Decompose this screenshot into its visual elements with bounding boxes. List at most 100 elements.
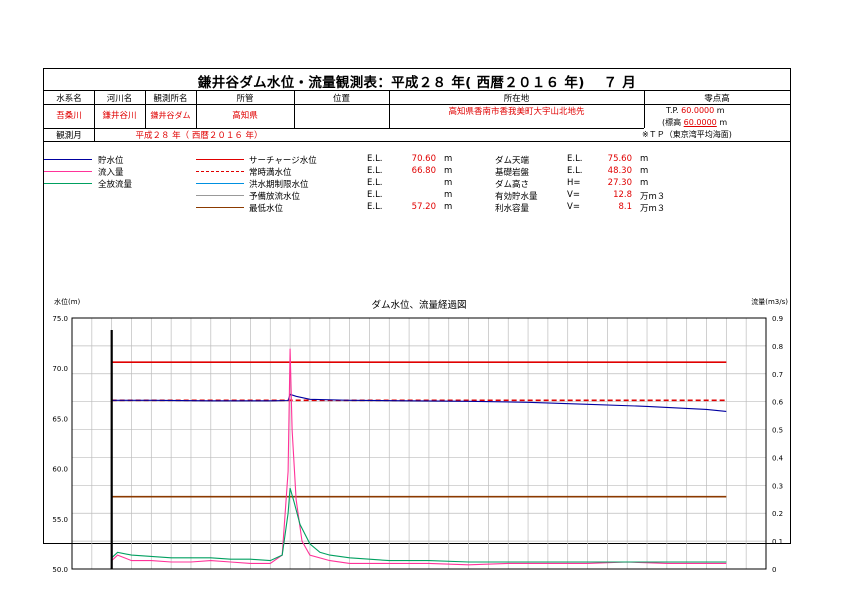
y-right-tick-label: 0.9 (772, 315, 783, 323)
legend-prefix: E.L. (367, 166, 383, 176)
legend-value: 66.80 (411, 166, 436, 176)
spec-prefix: V= (567, 190, 580, 200)
y-right-tick-label: 0.1 (772, 538, 783, 546)
tp-note: ※ＴＰ（東京湾平均海面) (642, 130, 732, 139)
legend-label: 貯水位 (98, 156, 124, 166)
benchmark-elev-row: (標高 60.0000 m (662, 117, 727, 128)
label-station: 観測所名 (153, 94, 188, 104)
plot-frame (71, 317, 767, 570)
observation-sheet: 鎌井谷ダム水位・流量観測表：平成２８ 年( 西暦２０１６ 年) ７ 月 水系名 … (43, 68, 791, 572)
legend-swatch (196, 159, 244, 160)
legend-swatch (196, 171, 244, 172)
spec-label: 基礎岩盤 (495, 168, 530, 178)
y-right-tick-label: 0.5 (772, 427, 783, 435)
legend-swatch (196, 183, 244, 184)
header-col-line (94, 90, 95, 128)
y-axis-right-label: 流量(m3/s) (751, 297, 788, 306)
benchmark-tp-value: 60.0000 (681, 106, 715, 115)
legend-swatch (44, 183, 92, 184)
label-address: 所在地 (503, 94, 530, 104)
y-right-tick-label: 0.7 (772, 371, 783, 379)
header-col-line (644, 90, 645, 128)
y-right-tick-label: 0.6 (772, 399, 784, 407)
y-left-tick-label: 55.0 (52, 516, 68, 524)
header-col-line (196, 90, 197, 128)
value-jurisdiction: 高知県 (232, 111, 258, 121)
legend-prefix: E.L. (367, 178, 383, 188)
page-title: 鎌井谷ダム水位・流量観測表：平成２８ 年( 西暦２０１６ 年) ７ 月 (197, 75, 637, 91)
header-rule-low (44, 128, 644, 129)
label-river-system: 水系名 (56, 94, 82, 104)
spec-value: 12.8 (613, 190, 632, 200)
header-rule-mid (44, 104, 790, 105)
value-station: 鎌井谷ダム (150, 111, 191, 120)
label-jurisdiction: 所管 (236, 94, 254, 104)
legend-swatch (196, 207, 244, 208)
spec-prefix: H= (567, 178, 581, 188)
benchmark-tp-row: T.P. 60.0000 m (666, 106, 725, 115)
y-left-tick-label: 65.0 (52, 415, 68, 423)
y-left-tick-label: 60.0 (52, 466, 68, 474)
spec-value: 48.30 (607, 166, 632, 176)
y-left-tick-label: 75.0 (52, 315, 68, 323)
value-river: 鎌井谷川 (102, 111, 137, 121)
label-benchmark: 零点高 (704, 94, 730, 104)
spec-value: 27.30 (607, 178, 632, 188)
y-right-tick-label: 0.3 (772, 482, 783, 490)
label-location: 位置 (332, 94, 350, 104)
benchmark-elev-value: 60.0000 (683, 118, 717, 127)
spec-unit: m (640, 154, 649, 164)
legend-label: 流入量 (98, 168, 124, 178)
y-left-tick-label: 70.0 (52, 365, 68, 373)
series-line (111, 487, 727, 563)
legend-swatch (44, 171, 92, 172)
spec-prefix: V= (567, 202, 580, 212)
legend-label: 常時満水位 (249, 168, 292, 178)
legend-label: 最低水位 (249, 204, 284, 214)
legend-label: 洪水期制限水位 (249, 180, 309, 190)
spec-value: 8.1 (618, 202, 632, 212)
legend-prefix: E.L. (367, 154, 383, 164)
label-obs-date: 観測月 (56, 131, 82, 141)
series-line (111, 348, 727, 566)
benchmark-elev-unit: m (719, 118, 728, 127)
value-river-system: 吾桑川 (56, 111, 82, 121)
spec-unit: m (640, 166, 649, 176)
header-col-line (145, 90, 146, 128)
spec-unit: 万m３ (640, 204, 666, 214)
legend-swatch (44, 159, 92, 160)
y-left-tick-label: 50.0 (52, 566, 68, 572)
benchmark-elev-label: (標高 (662, 118, 682, 127)
legend-prefix: E.L. (367, 202, 383, 212)
y-right-tick-label: 0 (772, 566, 776, 572)
series-line (111, 393, 727, 412)
spec-label: 有効貯水量 (495, 192, 538, 202)
spec-label: ダム天端 (495, 156, 530, 166)
label-river: 河川名 (106, 94, 133, 104)
legend-label: 全放流量 (98, 180, 133, 190)
benchmark-tp-label: T.P. (666, 106, 679, 115)
legend-prefix: E.L. (367, 190, 383, 200)
legend-unit: m (444, 190, 453, 200)
value-obs-date: 平成２８ 年（ 西暦２０１６ 年） (135, 131, 263, 141)
legend-unit: m (444, 166, 453, 176)
spec-prefix: E.L. (567, 166, 583, 176)
legend-value: 57.20 (411, 202, 436, 212)
y-axis-left-label: 水位(m) (54, 297, 81, 306)
spec-unit: 万m３ (640, 192, 666, 202)
spec-prefix: E.L. (567, 154, 583, 164)
legend-label: 予備放流水位 (249, 192, 301, 202)
value-address: 高知県香南市香我美町大宇山北地先 (448, 107, 585, 117)
legend-unit: m (444, 178, 453, 188)
legend-swatch (196, 195, 244, 196)
y-right-tick-label: 0.4 (772, 454, 784, 462)
spec-label: ダム高さ (495, 180, 530, 190)
legend-unit: m (444, 154, 453, 164)
header-col-line (294, 90, 295, 128)
legend-unit: m (444, 202, 453, 212)
y-right-tick-label: 0.8 (772, 343, 783, 351)
header-col-line (94, 128, 95, 141)
spec-label: 利水容量 (495, 204, 530, 214)
chart-title: ダム水位、流量経過図 (371, 299, 466, 311)
